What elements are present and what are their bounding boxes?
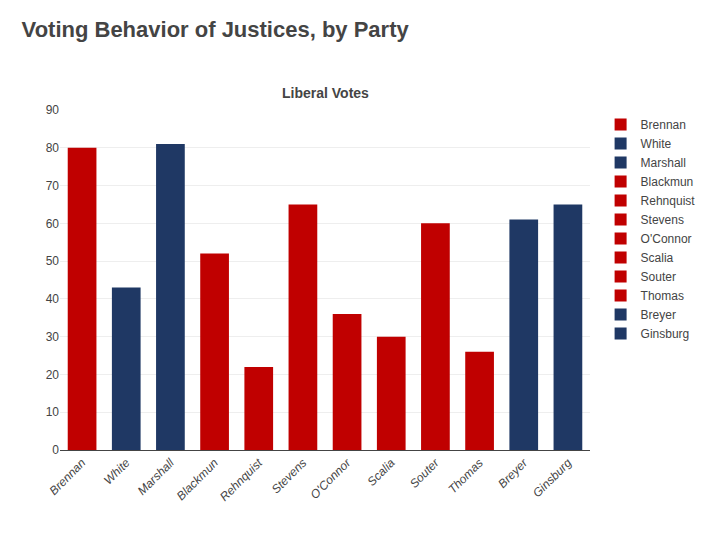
- svg-text:50: 50: [46, 254, 60, 268]
- svg-text:White: White: [101, 456, 133, 488]
- svg-text:10: 10: [46, 405, 60, 419]
- svg-text:Souter: Souter: [407, 455, 443, 491]
- svg-text:Thomas: Thomas: [641, 289, 684, 303]
- svg-text:Stevens: Stevens: [269, 456, 310, 497]
- svg-text:30: 30: [46, 330, 60, 344]
- svg-text:Souter: Souter: [641, 270, 676, 284]
- svg-text:Marshall: Marshall: [135, 456, 177, 498]
- svg-text:60: 60: [46, 217, 60, 231]
- svg-text:Blackmun: Blackmun: [174, 456, 221, 503]
- svg-text:90: 90: [46, 103, 60, 117]
- svg-text:Breyer: Breyer: [495, 455, 531, 491]
- svg-text:Scalia: Scalia: [641, 251, 674, 265]
- svg-text:0: 0: [52, 443, 59, 457]
- svg-text:Breyer: Breyer: [641, 308, 676, 322]
- svg-text:70: 70: [46, 179, 60, 193]
- svg-text:Thomas: Thomas: [445, 456, 486, 497]
- svg-text:80: 80: [46, 141, 60, 155]
- svg-text:White: White: [641, 137, 672, 151]
- svg-text:Ginsburg: Ginsburg: [641, 327, 690, 341]
- svg-text:O'Connor: O'Connor: [641, 232, 692, 246]
- svg-text:Brennan: Brennan: [641, 118, 686, 132]
- svg-text:Voting Behavior of Justices, b: Voting Behavior of Justices, by Party: [22, 17, 410, 42]
- svg-text:Stevens: Stevens: [641, 213, 684, 227]
- svg-text:Rehnquist: Rehnquist: [641, 194, 696, 208]
- svg-text:20: 20: [46, 368, 60, 382]
- svg-text:Rehnquist: Rehnquist: [217, 455, 266, 504]
- svg-text:Brennan: Brennan: [46, 456, 88, 498]
- svg-text:Blackmun: Blackmun: [641, 175, 694, 189]
- svg-text:Scalia: Scalia: [365, 456, 398, 489]
- svg-text:Liberal Votes: Liberal Votes: [282, 85, 369, 101]
- svg-text:O'Connor: O'Connor: [307, 455, 354, 502]
- svg-text:Marshall: Marshall: [641, 156, 686, 170]
- svg-text:Ginsburg: Ginsburg: [530, 456, 575, 501]
- svg-text:40: 40: [46, 292, 60, 306]
